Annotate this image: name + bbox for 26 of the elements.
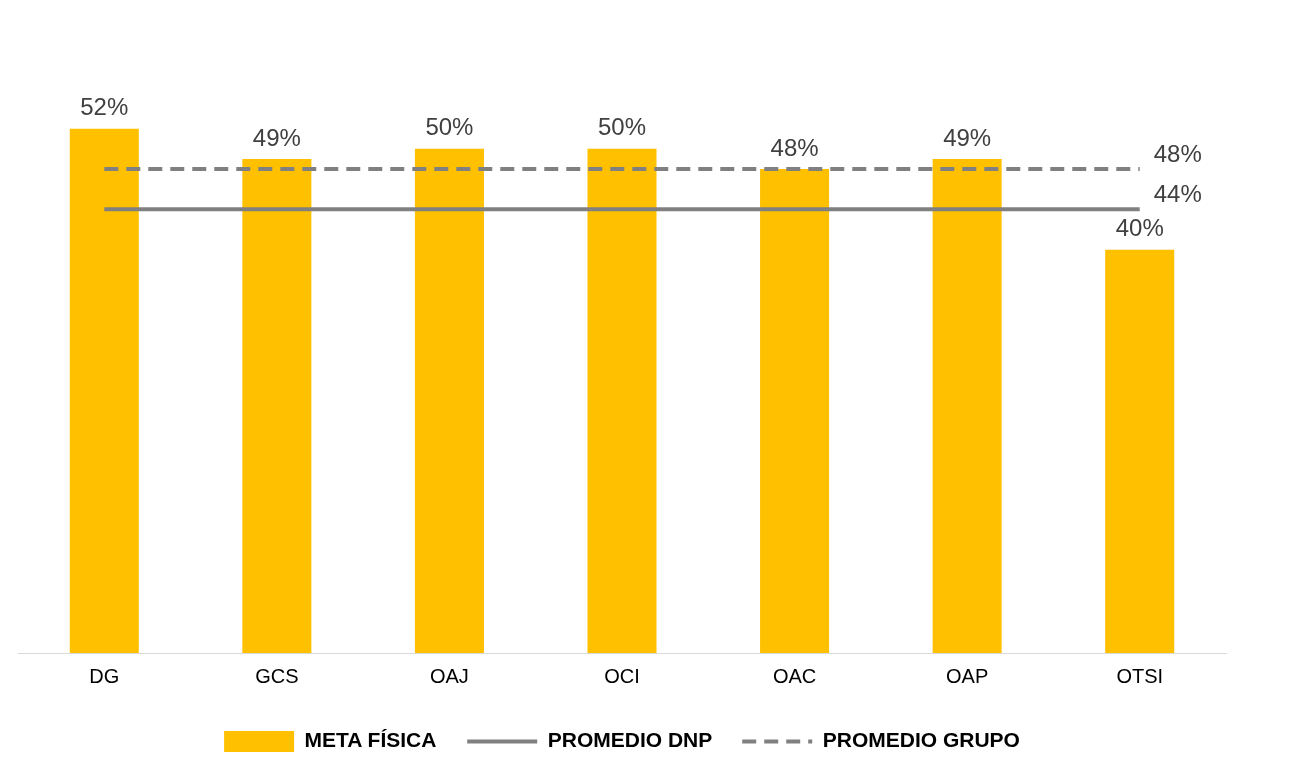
data-label: 52% [80,93,129,121]
data-label: 40% [1115,214,1164,242]
data-label: 48% [770,133,819,161]
legend-label: PROMEDIO GRUPO [822,728,1020,752]
x-tick-label: OAJ [429,664,469,687]
data-label: 48% [1153,139,1202,167]
legend-label: META FÍSICA [304,728,437,752]
x-tick-label: OAP [946,664,989,687]
bar [1105,249,1175,653]
x-tick-label: OCI [604,664,640,687]
data-label: 50% [597,113,647,141]
data-label: 50% [425,113,474,141]
legend-label: PROMEDIO DNP [547,728,713,752]
bar [69,128,139,653]
bar [242,158,312,653]
bar [760,169,830,653]
x-tick-label: GCS [255,664,299,687]
x-tick-label: OAC [772,664,817,687]
data-label: 49% [943,123,992,151]
bar [414,148,484,653]
data-label: 49% [252,123,301,151]
bar [587,148,657,653]
x-tick-label: OTSI [1116,664,1164,687]
data-label: 44% [1153,179,1202,207]
x-tick-label: DG [89,664,120,687]
bar [932,158,1002,653]
